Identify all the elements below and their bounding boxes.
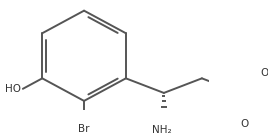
Text: O: O <box>260 68 268 78</box>
Text: NH₂: NH₂ <box>152 125 172 134</box>
Text: HO: HO <box>5 84 21 94</box>
Text: Br: Br <box>78 124 90 134</box>
Text: O: O <box>241 119 249 129</box>
